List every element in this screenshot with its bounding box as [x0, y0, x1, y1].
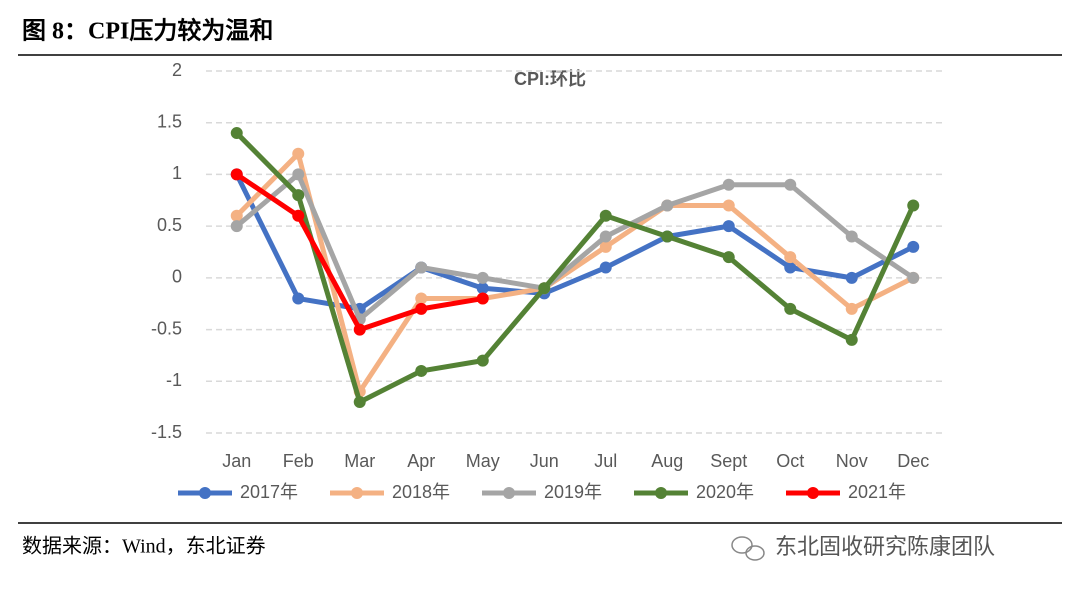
x-tick-label: Feb [283, 451, 314, 471]
x-tick-label: Jan [222, 451, 251, 471]
data-point [415, 364, 428, 377]
data-point [230, 127, 243, 140]
data-point [415, 292, 428, 305]
data-point [476, 354, 489, 367]
figure-title: 图 8：CPI压力较为温和 [22, 17, 273, 45]
data-point [907, 271, 920, 284]
data-point [722, 220, 735, 233]
data-point [722, 178, 735, 191]
x-tick-label: Aug [651, 451, 683, 471]
y-tick-label: -1.5 [151, 422, 182, 442]
y-tick-label: 1.5 [157, 111, 182, 131]
wechat-icon [731, 536, 765, 561]
data-point [292, 209, 305, 222]
data-point [292, 168, 305, 181]
data-point [599, 209, 612, 222]
data-point [599, 240, 612, 253]
data-point [415, 302, 428, 315]
x-tick-label: Jul [594, 451, 617, 471]
x-tick-label: Oct [776, 451, 804, 471]
watermark: 东北固收研究陈康团队 [775, 535, 995, 560]
data-point [784, 178, 797, 191]
data-point [907, 199, 920, 212]
data-point [784, 261, 797, 274]
data-point [661, 230, 674, 243]
data-point [722, 251, 735, 264]
x-tick-label: Nov [836, 451, 868, 471]
legend-label: 2018年 [392, 482, 450, 502]
series-line [235, 171, 915, 322]
legend-label: 2019年 [544, 482, 602, 502]
data-point [722, 199, 735, 212]
data-point [845, 302, 858, 315]
legend-label: 2021年 [848, 482, 906, 502]
data-point [353, 323, 366, 336]
series-line [234, 131, 916, 405]
x-tick-label: May [466, 451, 500, 471]
data-point [845, 230, 858, 243]
x-tick-label: Dec [897, 451, 929, 471]
y-tick-label: -0.5 [151, 318, 182, 338]
legend-label: 2017年 [240, 482, 298, 502]
data-point [292, 292, 305, 305]
series-line [234, 151, 915, 395]
legend-marker [655, 487, 667, 499]
legend-marker [351, 487, 363, 499]
data-point [599, 261, 612, 274]
x-tick-label: Sept [710, 451, 747, 471]
legend-marker [199, 487, 211, 499]
data-point [661, 199, 674, 212]
x-tick-label: Jun [530, 451, 559, 471]
data-point [599, 230, 612, 243]
data-point [476, 282, 489, 295]
legend-marker [807, 487, 819, 499]
data-point [845, 271, 858, 284]
y-tick-label: -1 [166, 370, 182, 390]
data-point [415, 261, 428, 274]
data-point [784, 302, 797, 315]
data-point [292, 147, 305, 160]
y-tick-label: 0.5 [157, 215, 182, 235]
x-tick-label: Mar [344, 451, 375, 471]
data-point [784, 251, 797, 264]
legend-marker [503, 487, 515, 499]
data-point [230, 220, 243, 233]
data-point [538, 282, 551, 295]
chart-title: CPI:环比 [514, 69, 586, 89]
x-tick-label: Apr [407, 451, 435, 471]
y-tick-label: 1 [172, 163, 182, 183]
y-tick-label: 2 [172, 60, 182, 80]
data-point [907, 240, 920, 253]
y-tick-label: 0 [172, 267, 182, 287]
data-point [230, 168, 243, 181]
data-point [845, 333, 858, 346]
data-point [476, 271, 489, 284]
data-point [230, 209, 243, 222]
legend-label: 2020年 [696, 482, 754, 502]
source: 数据来源：Wind，东北证券 [22, 535, 266, 558]
data-point [476, 292, 489, 305]
data-point [353, 395, 366, 408]
data-point [292, 189, 305, 202]
